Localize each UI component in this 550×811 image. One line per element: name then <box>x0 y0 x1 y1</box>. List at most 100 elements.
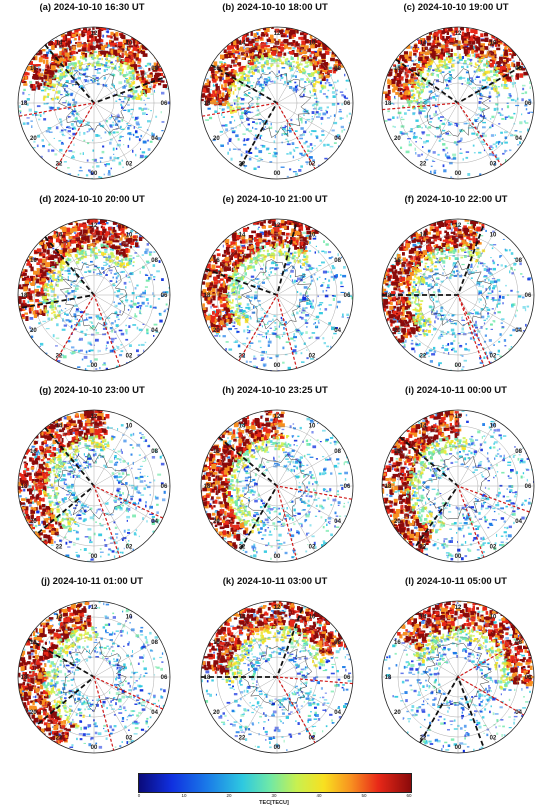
hour-label: 16 <box>213 449 220 455</box>
tec-colorbar <box>138 773 412 793</box>
hour-label: 14 <box>420 40 427 46</box>
colorbar-label: TEC[TECU] <box>259 800 289 806</box>
hour-label: 06 <box>344 484 351 490</box>
coastline <box>240 259 312 330</box>
hour-label: 08 <box>151 258 158 264</box>
hour-label: 02 <box>490 545 497 551</box>
polar-grid <box>18 219 170 371</box>
hour-label: 16 <box>30 66 37 72</box>
hour-label: 14 <box>239 40 246 46</box>
hour-label: 10 <box>490 423 497 429</box>
hour-label: 12 <box>274 31 281 37</box>
hour-label: 00 <box>274 363 281 369</box>
hour-label: 12 <box>455 605 462 611</box>
hour-label: 06 <box>344 293 351 299</box>
hour-label: 10 <box>126 423 133 429</box>
hour-label: 02 <box>309 545 316 551</box>
polar-tec-map: 12 10 08 06 04 02 00 22 20 18 16 14 <box>200 600 354 754</box>
panel-f: (f) 2024-10-10 22:00 UT 12 10 08 06 04 02 00 22… <box>370 194 542 382</box>
hour-label: 22 <box>239 545 246 551</box>
hour-label: 14 <box>56 423 63 429</box>
hour-label: 18 <box>385 101 392 107</box>
polar-tec-map: 12 10 08 06 04 02 00 22 20 18 16 14 <box>17 600 171 754</box>
colorbar-tick: 20 <box>226 793 232 798</box>
polar-tec-map: 12 10 08 06 04 02 00 22 20 18 16 14 <box>381 409 535 563</box>
panel-title: (f) 2024-10-10 22:00 UT <box>404 194 508 205</box>
panel-title: (g) 2024-10-10 23:00 UT <box>39 385 145 396</box>
hour-label: 20 <box>394 519 401 525</box>
hour-label: 12 <box>91 414 98 420</box>
hour-label: 02 <box>126 354 133 360</box>
disk-border <box>381 600 535 754</box>
hour-label: 06 <box>161 293 168 299</box>
hour-label: 22 <box>420 162 427 168</box>
hour-label: 14 <box>56 614 63 620</box>
coastline <box>243 70 312 139</box>
panel-h: (h) 2024-10-10 23:25 UT 12 10 08 06 04 02 00 22… <box>189 385 361 573</box>
panel-title: (h) 2024-10-10 23:25 UT <box>222 385 328 396</box>
hour-label: 04 <box>515 328 522 334</box>
hour-label: 00 <box>274 171 281 177</box>
hour-label: 12 <box>274 605 281 611</box>
panel-j: (j) 2024-10-11 01:00 UT 12 10 08 06 04 02 00 22… <box>6 576 178 764</box>
panel-b: (b) 2024-10-10 18:00 UT 12 10 08 06 04 02 00 22… <box>189 2 361 190</box>
colorbar-tick: 60 <box>406 793 412 798</box>
hour-label: 14 <box>420 614 427 620</box>
panel-l: (l) 2024-10-11 05:00 UT 12 10 08 06 04 02 00 22… <box>370 576 542 764</box>
hour-label: 04 <box>334 328 341 334</box>
hour-label: 20 <box>30 136 37 142</box>
hour-label: 00 <box>91 745 98 751</box>
hour-label: 06 <box>525 101 532 107</box>
colorbar-tick: 40 <box>316 793 322 798</box>
hour-label: 04 <box>515 136 522 142</box>
hour-label: 10 <box>490 614 497 620</box>
hour-label: 08 <box>151 640 158 646</box>
hour-label: 04 <box>334 136 341 142</box>
hour-label: 06 <box>161 101 168 107</box>
polar-grid <box>382 601 534 753</box>
hour-label: 08 <box>515 640 522 646</box>
hour-label: 20 <box>394 710 401 716</box>
hour-label: 02 <box>309 162 316 168</box>
red-dashed-sector <box>238 293 298 369</box>
hour-label: 14 <box>420 423 427 429</box>
hour-label: 04 <box>334 710 341 716</box>
red-dashed-sector <box>457 294 491 367</box>
hour-label: 22 <box>420 545 427 551</box>
hour-label: 18 <box>21 293 28 299</box>
hour-label: 10 <box>126 40 133 46</box>
coastline <box>59 262 128 331</box>
hour-label: 16 <box>394 66 401 72</box>
hour-label: 16 <box>30 449 37 455</box>
hour-label: 22 <box>56 736 63 742</box>
panel-title: (b) 2024-10-10 18:00 UT <box>222 2 328 13</box>
disk-border <box>17 600 171 754</box>
hour-label: 22 <box>420 354 427 360</box>
panel-title: (i) 2024-10-11 00:00 UT <box>405 385 507 396</box>
colorbar-tick: 10 <box>181 793 187 798</box>
disk-border <box>200 26 354 180</box>
hour-label: 20 <box>213 710 220 716</box>
hour-label: 16 <box>213 66 220 72</box>
coastline <box>240 646 313 712</box>
disk-border <box>381 26 535 180</box>
hour-label: 12 <box>455 31 462 37</box>
disk-border <box>381 409 535 563</box>
hour-label: 12 <box>91 223 98 229</box>
disk-border <box>200 218 354 372</box>
hour-label: 02 <box>126 162 133 168</box>
hour-label: 14 <box>56 40 63 46</box>
panel-c: (c) 2024-10-10 19:00 UT 12 10 08 06 04 02 00 22… <box>370 2 542 190</box>
hour-label: 22 <box>239 354 246 360</box>
hour-label: 02 <box>309 736 316 742</box>
hour-label: 14 <box>56 232 63 238</box>
hour-label: 02 <box>490 354 497 360</box>
hour-label: 18 <box>204 484 211 490</box>
panel-d: (d) 2024-10-10 20:00 UT 12 10 08 06 04 02 00 22… <box>6 194 178 382</box>
hour-label: 04 <box>151 519 158 525</box>
hour-label: 02 <box>126 545 133 551</box>
coastline <box>421 454 491 520</box>
hour-label: 12 <box>455 414 462 420</box>
polar-tec-map: 12 10 08 06 04 02 00 22 20 18 16 14 <box>381 26 535 180</box>
hour-label: 06 <box>344 675 351 681</box>
